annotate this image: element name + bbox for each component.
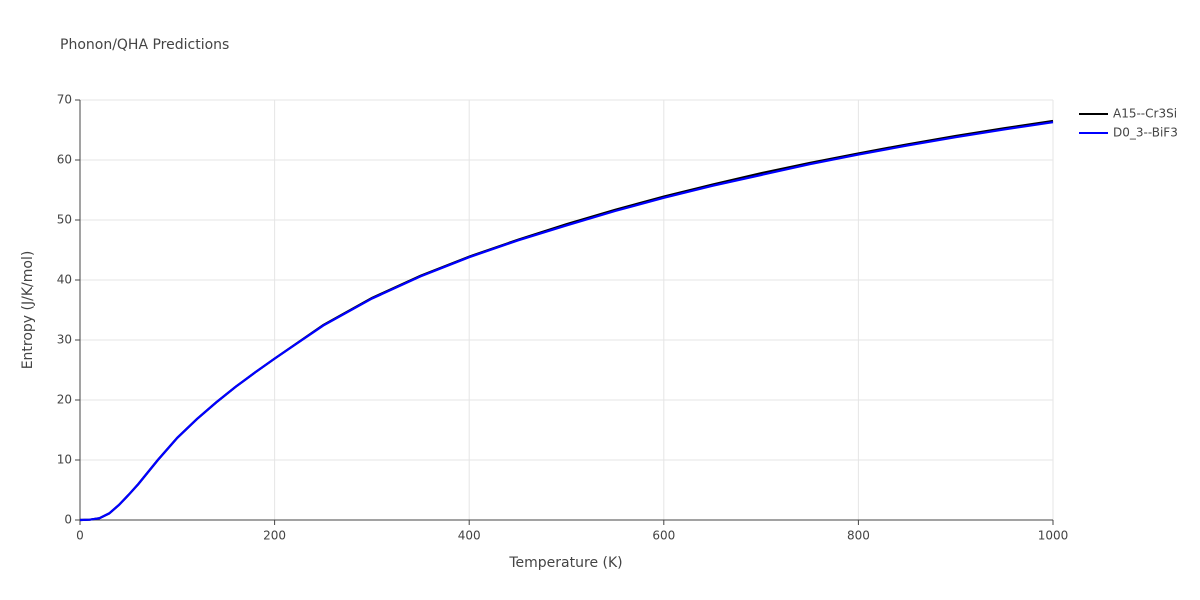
x-tick-label: 800 — [847, 529, 870, 543]
x-tick-label: 600 — [652, 529, 675, 543]
y-tick-label: 30 — [57, 333, 72, 347]
y-tick-label: 10 — [57, 453, 72, 467]
y-tick-label: 0 — [64, 513, 72, 527]
y-tick-label: 50 — [57, 213, 72, 227]
x-axis-label: Temperature (K) — [508, 555, 622, 571]
x-tick-label: 1000 — [1038, 529, 1069, 543]
x-tick-label: 0 — [76, 529, 84, 543]
series-line — [79, 121, 1054, 522]
legend-label: A15--Cr3Si — [1113, 107, 1177, 121]
y-tick-label: 20 — [57, 393, 72, 407]
y-axis-label: Entropy (J/K/mol) — [20, 251, 36, 370]
y-tick-label: 40 — [57, 273, 72, 287]
x-tick-label: 200 — [263, 529, 286, 543]
legend-label: D0_3--BiF3 — [1113, 126, 1178, 140]
y-tick-label: 70 — [57, 93, 72, 107]
chart-title: Phonon/QHA Predictions — [60, 37, 229, 53]
y-tick-label: 60 — [57, 153, 72, 167]
x-tick-label: 400 — [458, 529, 481, 543]
